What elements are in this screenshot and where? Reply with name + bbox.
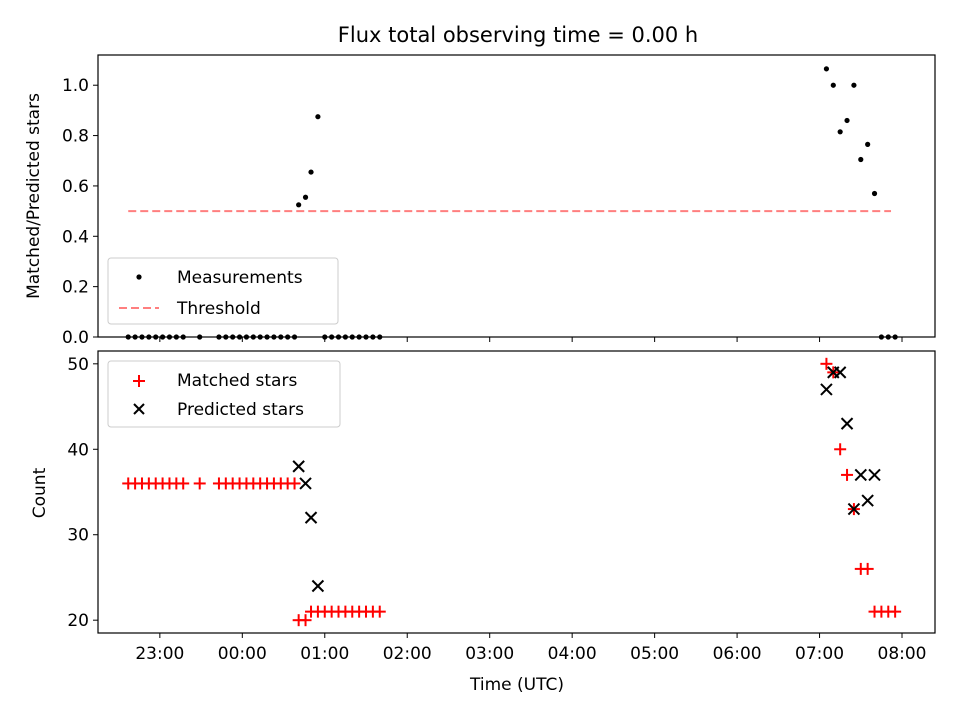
predicted-star-point (299, 477, 312, 490)
legend-threshold-label: Threshold (176, 299, 261, 319)
top-y-axis-label: Matched/Predicted stars (24, 93, 44, 299)
matched-star-point (820, 357, 833, 370)
bottom-chart: 20 30 40 50 23:00 00:00 01:00 02:00 03:00 04:00 05… (30, 350, 936, 695)
top-y-tick-label: 0.8 (62, 127, 89, 147)
bottom-y-tick-label: 20 (67, 611, 89, 631)
top-plot-frame (97, 54, 936, 338)
bottom-legend: Matched stars Predicted stars (107, 360, 341, 428)
x-tick-label: 00:00 (218, 644, 267, 664)
bottom-plot-frame (97, 350, 936, 634)
bottom-y-tick-label: 40 (67, 440, 89, 460)
x-tick-label: 06:00 (713, 644, 762, 664)
matched-star-point (193, 477, 206, 490)
matched-star-point (177, 477, 190, 490)
matched-star-point (834, 443, 847, 456)
predicted-star-point (868, 468, 881, 482)
measurement-point (865, 141, 871, 147)
predicted-star-point (304, 511, 318, 524)
bottom-y-tick-label: 50 (67, 355, 89, 375)
legend-measurements-marker (136, 274, 142, 280)
top-legend-box (107, 257, 339, 325)
measurement-point (837, 129, 843, 135)
bottom-y-axis-label: Count (30, 467, 50, 518)
x-tick-label: 04:00 (548, 644, 597, 664)
predicted-star-point (292, 460, 305, 473)
predicted-star-point (840, 417, 854, 430)
measurement-point (844, 117, 850, 124)
legend-measurements-label: Measurements (177, 268, 303, 288)
x-axis-label: Time (UTC) (469, 675, 564, 695)
matched-star-point (373, 605, 386, 618)
legend-predicted-label: Predicted stars (177, 400, 304, 420)
x-tick-label: 02:00 (383, 644, 432, 664)
top-chart-title: Flux total observing time = 0.00 h (338, 23, 698, 47)
measurement-point (830, 82, 836, 88)
matched-star-point (889, 605, 902, 618)
bottom-y-tick-label: 30 (67, 526, 89, 546)
bottom-legend-box (107, 360, 341, 428)
x-tick-label: 08:00 (878, 644, 927, 664)
x-tick-label: 03:00 (465, 644, 514, 664)
predicted-star-point (854, 468, 867, 482)
top-y-tick-label: 1.0 (62, 76, 89, 96)
predicted-star-point (833, 366, 847, 379)
measurement-point (296, 202, 302, 208)
x-tick-label: 23:00 (135, 644, 184, 664)
legend-matched-marker (133, 375, 145, 387)
top-y-tick-label: 0.4 (62, 227, 89, 247)
measurement-point (871, 190, 878, 197)
measurement-point (823, 66, 830, 72)
predicted-star-point (861, 494, 874, 507)
top-chart: 0.0 0.2 0.4 0.6 0.8 1.0 Matched/Predicted sta… (24, 54, 936, 348)
measurement-point (315, 114, 321, 120)
matched-star-point (841, 468, 854, 481)
top-legend: Measurements Threshold (107, 257, 339, 325)
x-tick-label: 01:00 (300, 644, 349, 664)
legend-predicted-marker (133, 403, 145, 415)
measurement-point (308, 169, 314, 175)
x-tick-label: 07:00 (795, 644, 844, 664)
matched-star-point (299, 614, 312, 627)
top-y-tick-label: 0.6 (62, 177, 89, 197)
measurement-point (851, 82, 857, 88)
predicted-star-point (311, 579, 325, 593)
measurement-point (302, 194, 309, 200)
legend-matched-label: Matched stars (177, 371, 297, 391)
matched-star-point (288, 477, 301, 490)
top-y-tick-label: 0.0 (62, 328, 89, 348)
top-y-tick-label: 0.2 (62, 278, 89, 298)
predicted-star-point (820, 383, 833, 396)
x-tick-label: 05:00 (630, 644, 679, 664)
measurement-point (858, 156, 864, 163)
predicted-star-point (847, 502, 861, 516)
matched-star-point (861, 562, 874, 575)
